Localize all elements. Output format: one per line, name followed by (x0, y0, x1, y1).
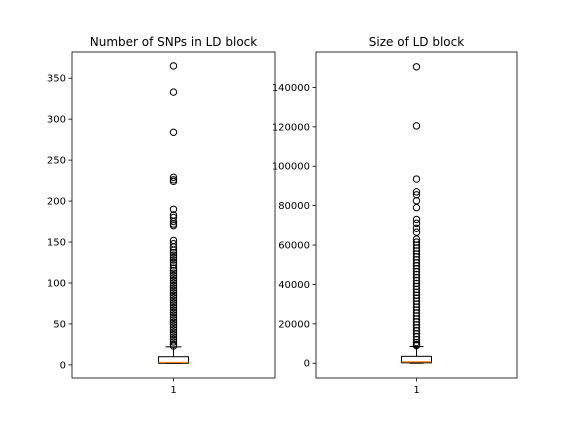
y-tick-label: 0 (304, 359, 310, 370)
outlier-point (169, 248, 178, 257)
outlier-point (169, 291, 178, 299)
outlier-point (169, 298, 178, 307)
outlier-point (169, 256, 178, 264)
outlier-point (169, 284, 178, 292)
outlier-point (169, 253, 178, 262)
outlier-point (169, 338, 178, 346)
outlier-point (169, 325, 178, 334)
outlier-point (169, 243, 178, 251)
outlier-point (412, 203, 421, 212)
plot-snp-count: Number of SNPs in LD block 0 50 100 150 200 2… (47, 35, 276, 396)
outlier-point (169, 330, 178, 339)
outlier-point (169, 308, 178, 317)
outlier-point (169, 177, 178, 186)
outlier-point (412, 122, 421, 130)
outlier-point (169, 276, 178, 285)
outlier-point (169, 318, 178, 327)
y-tick-label: 140000 (272, 83, 310, 94)
outlier-point (169, 342, 178, 350)
outlier-point (412, 224, 421, 232)
y-tick-label: 40000 (278, 280, 310, 291)
outlier-point (412, 338, 421, 347)
x-tick-label: 1 (170, 385, 176, 396)
y-tick-label: 100000 (272, 162, 310, 173)
outlier-point (412, 341, 421, 350)
y-tick-label: 200 (47, 197, 66, 208)
outlier-point (169, 62, 178, 70)
y-tick-label: 150 (47, 238, 66, 249)
outlier-point (169, 311, 178, 319)
outlier-point (169, 294, 178, 302)
outlier-point (169, 266, 178, 275)
y-tick-label: 0 (60, 360, 66, 371)
y-tick-label: 20000 (278, 319, 310, 330)
iqr-box (158, 356, 189, 364)
outlier-point (169, 258, 178, 267)
x-tick-label: 1 (413, 385, 419, 396)
outlier-point (169, 274, 178, 282)
y-tick-label: 250 (47, 156, 66, 167)
outlier-point (169, 246, 178, 254)
outlier-point (169, 217, 178, 226)
chart-title-snp-count: Number of SNPs in LD block (90, 35, 257, 49)
y-tick-label: 350 (47, 74, 66, 85)
y-tick-label: 100 (47, 278, 66, 289)
outlier-point (169, 251, 178, 259)
outlier-point (412, 175, 421, 183)
plot-block-size: Size of LD block 0 20000 40000 60000 80000 10… (272, 35, 518, 396)
outlier-point (169, 333, 178, 341)
outlier-point (169, 261, 178, 269)
outlier-point (169, 316, 178, 324)
outlier-point (412, 188, 421, 196)
chart-title-block-size: Size of LD block (369, 35, 464, 49)
y-tick-label: 300 (47, 115, 66, 126)
outlier-point (412, 219, 421, 228)
outlier-point (169, 286, 178, 295)
outlier-point (412, 63, 421, 71)
outlier-point (169, 269, 178, 277)
outlier-point (169, 128, 178, 136)
outlier-point (169, 88, 178, 96)
y-tick-label: 50 (53, 319, 66, 330)
iqr-box (401, 355, 432, 364)
outlier-point (169, 323, 178, 331)
outlier-point (169, 279, 178, 287)
outlier-point (169, 306, 178, 314)
outlier-point (169, 281, 178, 290)
outlier-point (169, 173, 178, 182)
outlier-point (169, 328, 178, 336)
y-tick-label: 60000 (278, 241, 310, 252)
axes-frame-block-size (315, 51, 518, 379)
outlier-point (169, 264, 178, 272)
y-tick-label: 80000 (278, 201, 310, 212)
outlier-point (169, 303, 178, 312)
outlier-point (412, 215, 421, 224)
outlier-point (169, 301, 178, 309)
outlier-point (169, 289, 178, 297)
outlier-point (169, 313, 178, 322)
outlier-point (169, 321, 178, 329)
outlier-point (169, 221, 178, 230)
y-tick-label: 120000 (272, 122, 310, 133)
outlier-point (169, 205, 178, 213)
outlier-point (169, 296, 178, 304)
outlier-point (412, 228, 421, 236)
outlier-point (169, 271, 178, 280)
